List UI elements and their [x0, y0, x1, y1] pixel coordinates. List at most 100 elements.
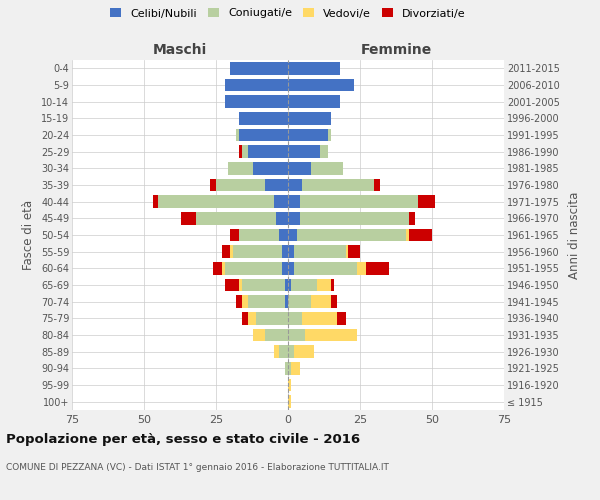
- Bar: [328, 129, 331, 141]
- Bar: [288, 379, 291, 391]
- Bar: [224, 262, 282, 274]
- Bar: [288, 129, 328, 141]
- Bar: [302, 312, 337, 324]
- Bar: [239, 279, 242, 291]
- Bar: [299, 212, 409, 224]
- Bar: [152, 196, 158, 208]
- Bar: [196, 212, 277, 224]
- Bar: [242, 296, 248, 308]
- Bar: [227, 162, 253, 174]
- Bar: [236, 296, 242, 308]
- Bar: [294, 246, 346, 258]
- Bar: [288, 62, 340, 74]
- Bar: [409, 212, 415, 224]
- Bar: [294, 262, 357, 274]
- Y-axis label: Fasce di età: Fasce di età: [22, 200, 35, 270]
- Bar: [357, 262, 366, 274]
- Bar: [288, 362, 291, 374]
- Bar: [288, 162, 311, 174]
- Bar: [265, 179, 288, 192]
- Bar: [282, 262, 288, 274]
- Bar: [242, 279, 285, 291]
- Bar: [222, 262, 224, 274]
- Bar: [239, 229, 280, 241]
- Bar: [291, 279, 317, 291]
- Bar: [305, 329, 357, 341]
- Text: Popolazione per età, sesso e stato civile - 2016: Popolazione per età, sesso e stato civil…: [6, 432, 360, 446]
- Bar: [331, 296, 337, 308]
- Bar: [320, 146, 328, 158]
- Bar: [274, 196, 288, 208]
- Bar: [317, 279, 331, 291]
- Bar: [256, 312, 288, 324]
- Bar: [280, 346, 288, 358]
- Bar: [288, 312, 302, 324]
- Bar: [265, 329, 288, 341]
- Bar: [288, 229, 296, 241]
- Bar: [288, 179, 302, 192]
- Bar: [409, 229, 432, 241]
- Bar: [311, 296, 331, 308]
- Bar: [374, 179, 380, 192]
- Bar: [288, 246, 294, 258]
- Bar: [288, 79, 354, 92]
- Bar: [299, 196, 418, 208]
- Bar: [288, 346, 294, 358]
- Bar: [248, 146, 288, 158]
- Bar: [285, 296, 288, 308]
- Bar: [248, 312, 256, 324]
- Bar: [366, 262, 389, 274]
- Bar: [236, 129, 239, 141]
- Bar: [224, 96, 288, 108]
- Bar: [230, 246, 233, 258]
- Bar: [224, 279, 239, 291]
- Bar: [230, 62, 288, 74]
- Bar: [282, 246, 288, 258]
- Text: COMUNE DI PEZZANA (VC) - Dati ISTAT 1° gennaio 2016 - Elaborazione TUTTITALIA.IT: COMUNE DI PEZZANA (VC) - Dati ISTAT 1° g…: [6, 462, 389, 471]
- Bar: [181, 212, 196, 224]
- Bar: [248, 296, 285, 308]
- Bar: [213, 262, 222, 274]
- Bar: [288, 112, 331, 124]
- Bar: [288, 296, 311, 308]
- Bar: [349, 246, 360, 258]
- Bar: [288, 96, 340, 108]
- Bar: [311, 162, 343, 174]
- Bar: [210, 179, 216, 192]
- Bar: [239, 129, 288, 141]
- Bar: [291, 362, 299, 374]
- Bar: [294, 346, 314, 358]
- Bar: [285, 362, 288, 374]
- Text: Femmine: Femmine: [361, 42, 431, 56]
- Bar: [233, 246, 282, 258]
- Bar: [158, 196, 274, 208]
- Bar: [239, 112, 288, 124]
- Bar: [239, 146, 242, 158]
- Bar: [216, 179, 265, 192]
- Bar: [230, 229, 239, 241]
- Bar: [296, 229, 406, 241]
- Text: Maschi: Maschi: [153, 42, 207, 56]
- Bar: [224, 79, 288, 92]
- Bar: [288, 279, 291, 291]
- Bar: [253, 162, 288, 174]
- Bar: [288, 146, 320, 158]
- Y-axis label: Anni di nascita: Anni di nascita: [568, 192, 581, 278]
- Bar: [274, 346, 280, 358]
- Bar: [253, 329, 265, 341]
- Bar: [222, 246, 230, 258]
- Bar: [406, 229, 409, 241]
- Bar: [346, 246, 349, 258]
- Bar: [277, 212, 288, 224]
- Bar: [288, 262, 294, 274]
- Bar: [288, 196, 299, 208]
- Bar: [280, 229, 288, 241]
- Bar: [337, 312, 346, 324]
- Bar: [288, 329, 305, 341]
- Bar: [242, 312, 248, 324]
- Bar: [418, 196, 435, 208]
- Bar: [302, 179, 374, 192]
- Bar: [331, 279, 334, 291]
- Bar: [288, 396, 291, 408]
- Bar: [285, 279, 288, 291]
